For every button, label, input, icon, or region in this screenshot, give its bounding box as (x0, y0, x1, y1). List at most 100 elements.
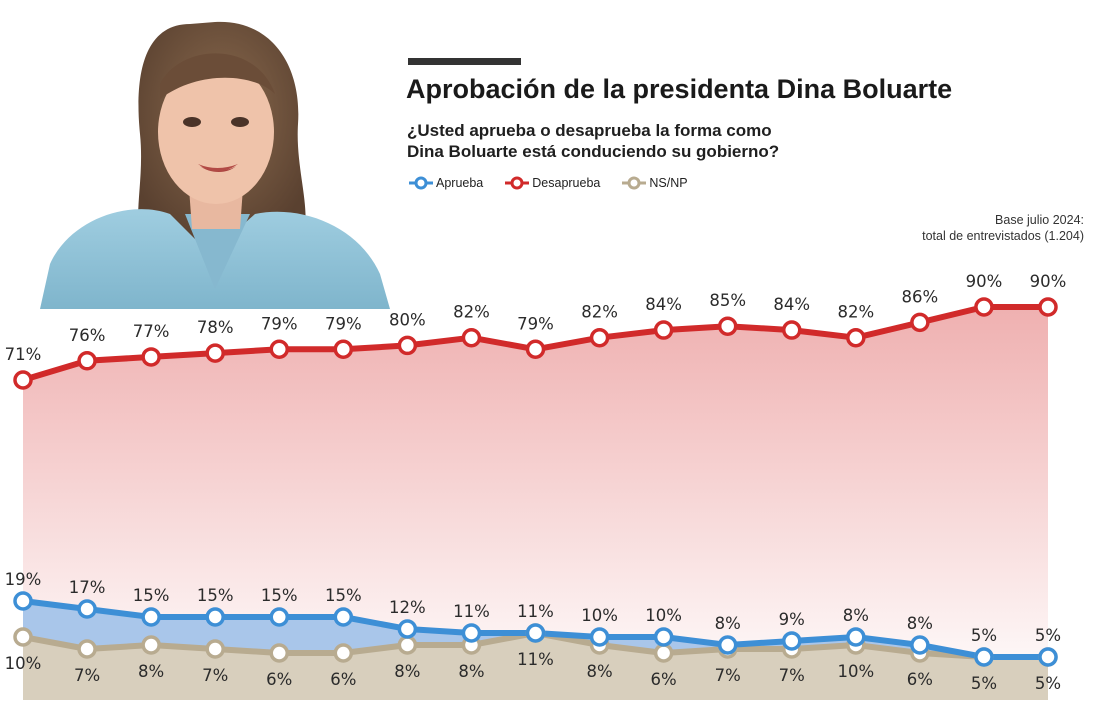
nsnp-point-4 (269, 643, 289, 663)
desaprueba-point-16 (1038, 297, 1058, 317)
subtitle-line-2: Dina Boluarte está conduciendo su gobier… (407, 142, 780, 161)
desaprueba-label-8: 79% (517, 314, 554, 333)
aprueba-label-15: 5% (971, 626, 997, 645)
nsnp-point-10 (653, 643, 674, 663)
aprueba-label-7: 11% (453, 602, 490, 621)
aprueba-point-9 (589, 627, 610, 647)
aprueba-label-2: 15% (133, 586, 170, 605)
subtitle-line-1: ¿Usted aprueba o desaprueba la forma com… (407, 121, 772, 140)
nsnp-point-0 (13, 627, 33, 647)
desaprueba-label-0: 71% (5, 345, 42, 364)
desaprueba-label-4: 79% (261, 314, 298, 333)
desaprueba-label-16: 90% (1030, 272, 1067, 291)
aprueba-label-16: 5% (1035, 626, 1061, 645)
nsnp-label-10: 6% (651, 670, 677, 689)
desaprueba-point-1 (77, 351, 97, 371)
desaprueba-point-0 (13, 370, 33, 390)
aprueba-point-1 (77, 599, 97, 619)
legend-item-aprueba: Aprueba (409, 176, 483, 190)
legend-item-nsnp: NS/NP (622, 176, 688, 190)
nsnp-point-6 (397, 635, 418, 655)
desaprueba-label-7: 82% (453, 303, 490, 322)
nsnp-label-2: 8% (138, 662, 164, 681)
legend-label-desaprueba: Desaprueba (532, 176, 601, 190)
aprueba-point-3 (205, 607, 225, 627)
desaprueba-point-8 (525, 339, 546, 360)
title-rule (408, 58, 521, 65)
chart-title: Aprobación de la presidenta Dina Boluart… (406, 74, 953, 104)
desaprueba-point-9 (589, 327, 610, 348)
nsnp-label-14: 6% (907, 670, 933, 689)
aprueba-label-1: 17% (69, 578, 106, 597)
desaprueba-point-5 (333, 339, 354, 360)
nsnp-label-11: 7% (715, 666, 741, 685)
desaprueba-point-15 (974, 297, 994, 317)
aprueba-point-7 (461, 623, 482, 643)
legend-marker-nsnp-icon (622, 176, 647, 190)
nsnp-label-0: 10% (5, 654, 42, 673)
chart-legend: Aprueba Desaprueba NS/NP (409, 176, 710, 190)
base-note: Base julio 2024: total de entrevistados … (922, 212, 1084, 244)
aprueba-label-8: 11% (517, 602, 554, 621)
desaprueba-label-5: 79% (325, 314, 362, 333)
aprueba-label-12: 9% (779, 610, 805, 629)
nsnp-label-1: 7% (74, 666, 100, 685)
nsnp-label-15: 5% (971, 674, 997, 693)
desaprueba-point-14 (910, 312, 930, 333)
desaprueba-point-4 (269, 339, 289, 360)
aprueba-point-10 (653, 627, 674, 647)
aprueba-label-5: 15% (325, 586, 362, 605)
aprueba-label-9: 10% (581, 606, 618, 625)
nsnp-point-1 (77, 639, 97, 659)
desaprueba-point-7 (461, 327, 482, 348)
desaprueba-point-12 (782, 320, 802, 340)
desaprueba-label-14: 86% (902, 287, 939, 306)
nsnp-label-3: 7% (202, 666, 228, 685)
nsnp-point-2 (141, 635, 161, 655)
chart-subtitle: ¿Usted aprueba o desaprueba la forma com… (407, 120, 847, 162)
base-note-line-1: Base julio 2024: (995, 213, 1084, 227)
nsnp-label-4: 6% (266, 670, 292, 689)
desaprueba-label-12: 84% (773, 295, 810, 314)
aprueba-label-10: 10% (645, 606, 682, 625)
legend-marker-desaprueba-icon (505, 176, 530, 190)
desaprueba-point-13 (846, 327, 866, 348)
nsnp-label-8: 11% (517, 650, 554, 669)
aprueba-point-8 (525, 623, 546, 643)
nsnp-label-16: 5% (1035, 674, 1061, 693)
desaprueba-point-11 (717, 316, 738, 336)
aprueba-point-0 (13, 591, 33, 611)
nsnp-label-13: 10% (837, 662, 874, 681)
portrait-photo (40, 21, 390, 309)
aprueba-label-4: 15% (261, 586, 298, 605)
desaprueba-point-10 (653, 320, 674, 340)
aprueba-point-6 (397, 619, 418, 639)
aprueba-point-12 (782, 631, 802, 651)
nsnp-label-5: 6% (330, 670, 356, 689)
nsnp-label-6: 8% (394, 662, 420, 681)
aprueba-point-11 (717, 635, 738, 655)
desaprueba-label-3: 78% (197, 318, 234, 337)
desaprueba-label-15: 90% (966, 272, 1003, 291)
aprueba-label-6: 12% (389, 598, 426, 617)
desaprueba-label-6: 80% (389, 310, 426, 329)
aprueba-point-16 (1038, 647, 1058, 667)
desaprueba-label-13: 82% (837, 303, 874, 322)
aprueba-label-13: 8% (843, 606, 869, 625)
aprueba-label-0: 19% (5, 570, 42, 589)
desaprueba-point-2 (141, 347, 161, 367)
aprueba-label-14: 8% (907, 614, 933, 633)
desaprueba-label-10: 84% (645, 295, 682, 314)
aprueba-point-13 (846, 627, 866, 647)
legend-item-desaprueba: Desaprueba (505, 176, 600, 190)
nsnp-label-9: 8% (586, 662, 612, 681)
aprueba-point-15 (974, 647, 994, 667)
desaprueba-label-11: 85% (709, 291, 746, 310)
desaprueba-label-1: 76% (69, 326, 106, 345)
desaprueba-point-6 (397, 335, 418, 356)
desaprueba-label-9: 82% (581, 303, 618, 322)
aprueba-label-11: 8% (715, 614, 741, 633)
nsnp-point-3 (205, 639, 225, 659)
aprueba-point-2 (141, 607, 161, 627)
